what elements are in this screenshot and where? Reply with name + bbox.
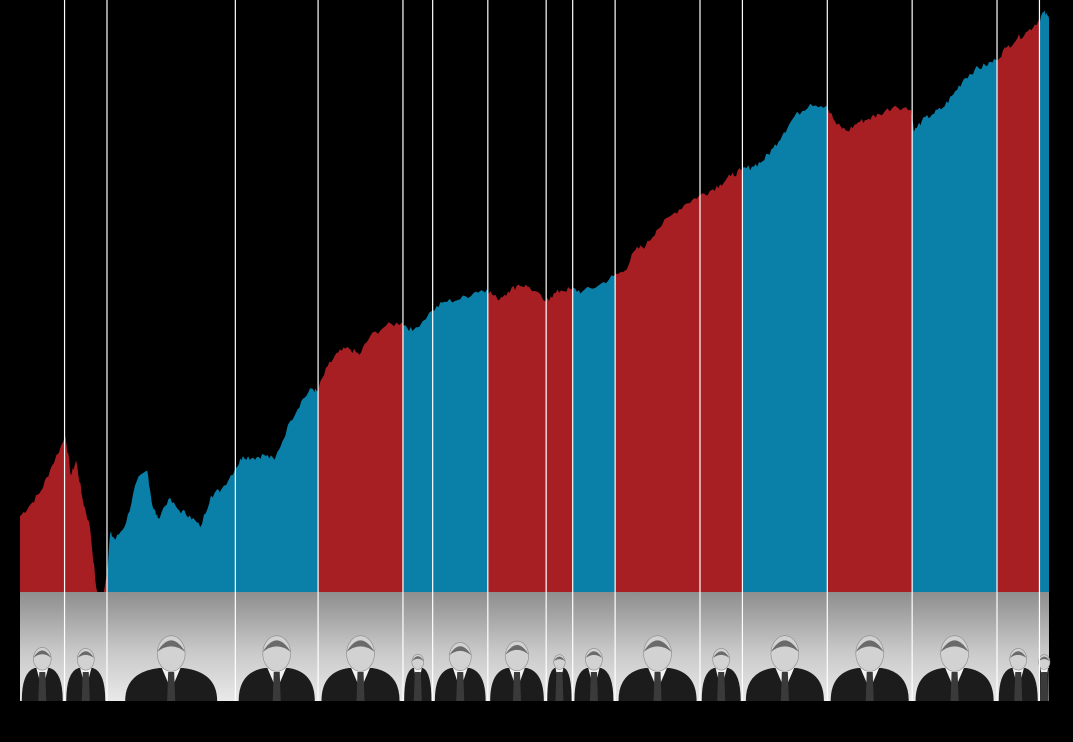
band-coolidge xyxy=(20,10,65,612)
portrait-clinton xyxy=(745,635,824,701)
band-kennedy xyxy=(402,10,433,612)
portrait-strip xyxy=(20,592,1051,701)
portrait-fdr xyxy=(125,635,218,701)
band-eisenhower xyxy=(318,10,403,612)
portrait-trump xyxy=(998,648,1038,701)
term-dividers xyxy=(63,0,1041,701)
band-reagan xyxy=(615,10,700,612)
portrait-bush-jr xyxy=(830,635,909,701)
party-bands xyxy=(20,10,1049,612)
portrait-eisenhower xyxy=(321,635,400,701)
band-trump xyxy=(997,10,1040,612)
band-hoover xyxy=(64,10,107,612)
portrait-hoover xyxy=(66,648,106,701)
band-bush-sr xyxy=(699,10,743,612)
portrait-obama xyxy=(915,635,994,701)
portrait-reagan xyxy=(618,635,697,701)
portrait-kennedy xyxy=(404,653,432,701)
portrait-biden xyxy=(1038,654,1051,701)
band-biden xyxy=(1039,10,1049,612)
band-clinton xyxy=(742,10,828,612)
band-ford xyxy=(546,10,573,612)
band-carter xyxy=(572,10,616,612)
portrait-carter xyxy=(574,648,614,701)
portrait-nixon xyxy=(490,640,544,701)
band-bush-jr xyxy=(827,10,913,612)
portrait-truman xyxy=(238,635,315,701)
portrait-johnson xyxy=(434,642,486,701)
band-obama xyxy=(912,10,998,612)
band-johnson xyxy=(432,10,488,612)
band-fdr xyxy=(106,10,236,612)
portrait-ford xyxy=(547,654,572,701)
portrait-coolidge xyxy=(21,647,63,701)
band-nixon xyxy=(487,10,547,612)
portrait-bush-sr xyxy=(701,648,741,701)
band-truman xyxy=(235,10,319,612)
